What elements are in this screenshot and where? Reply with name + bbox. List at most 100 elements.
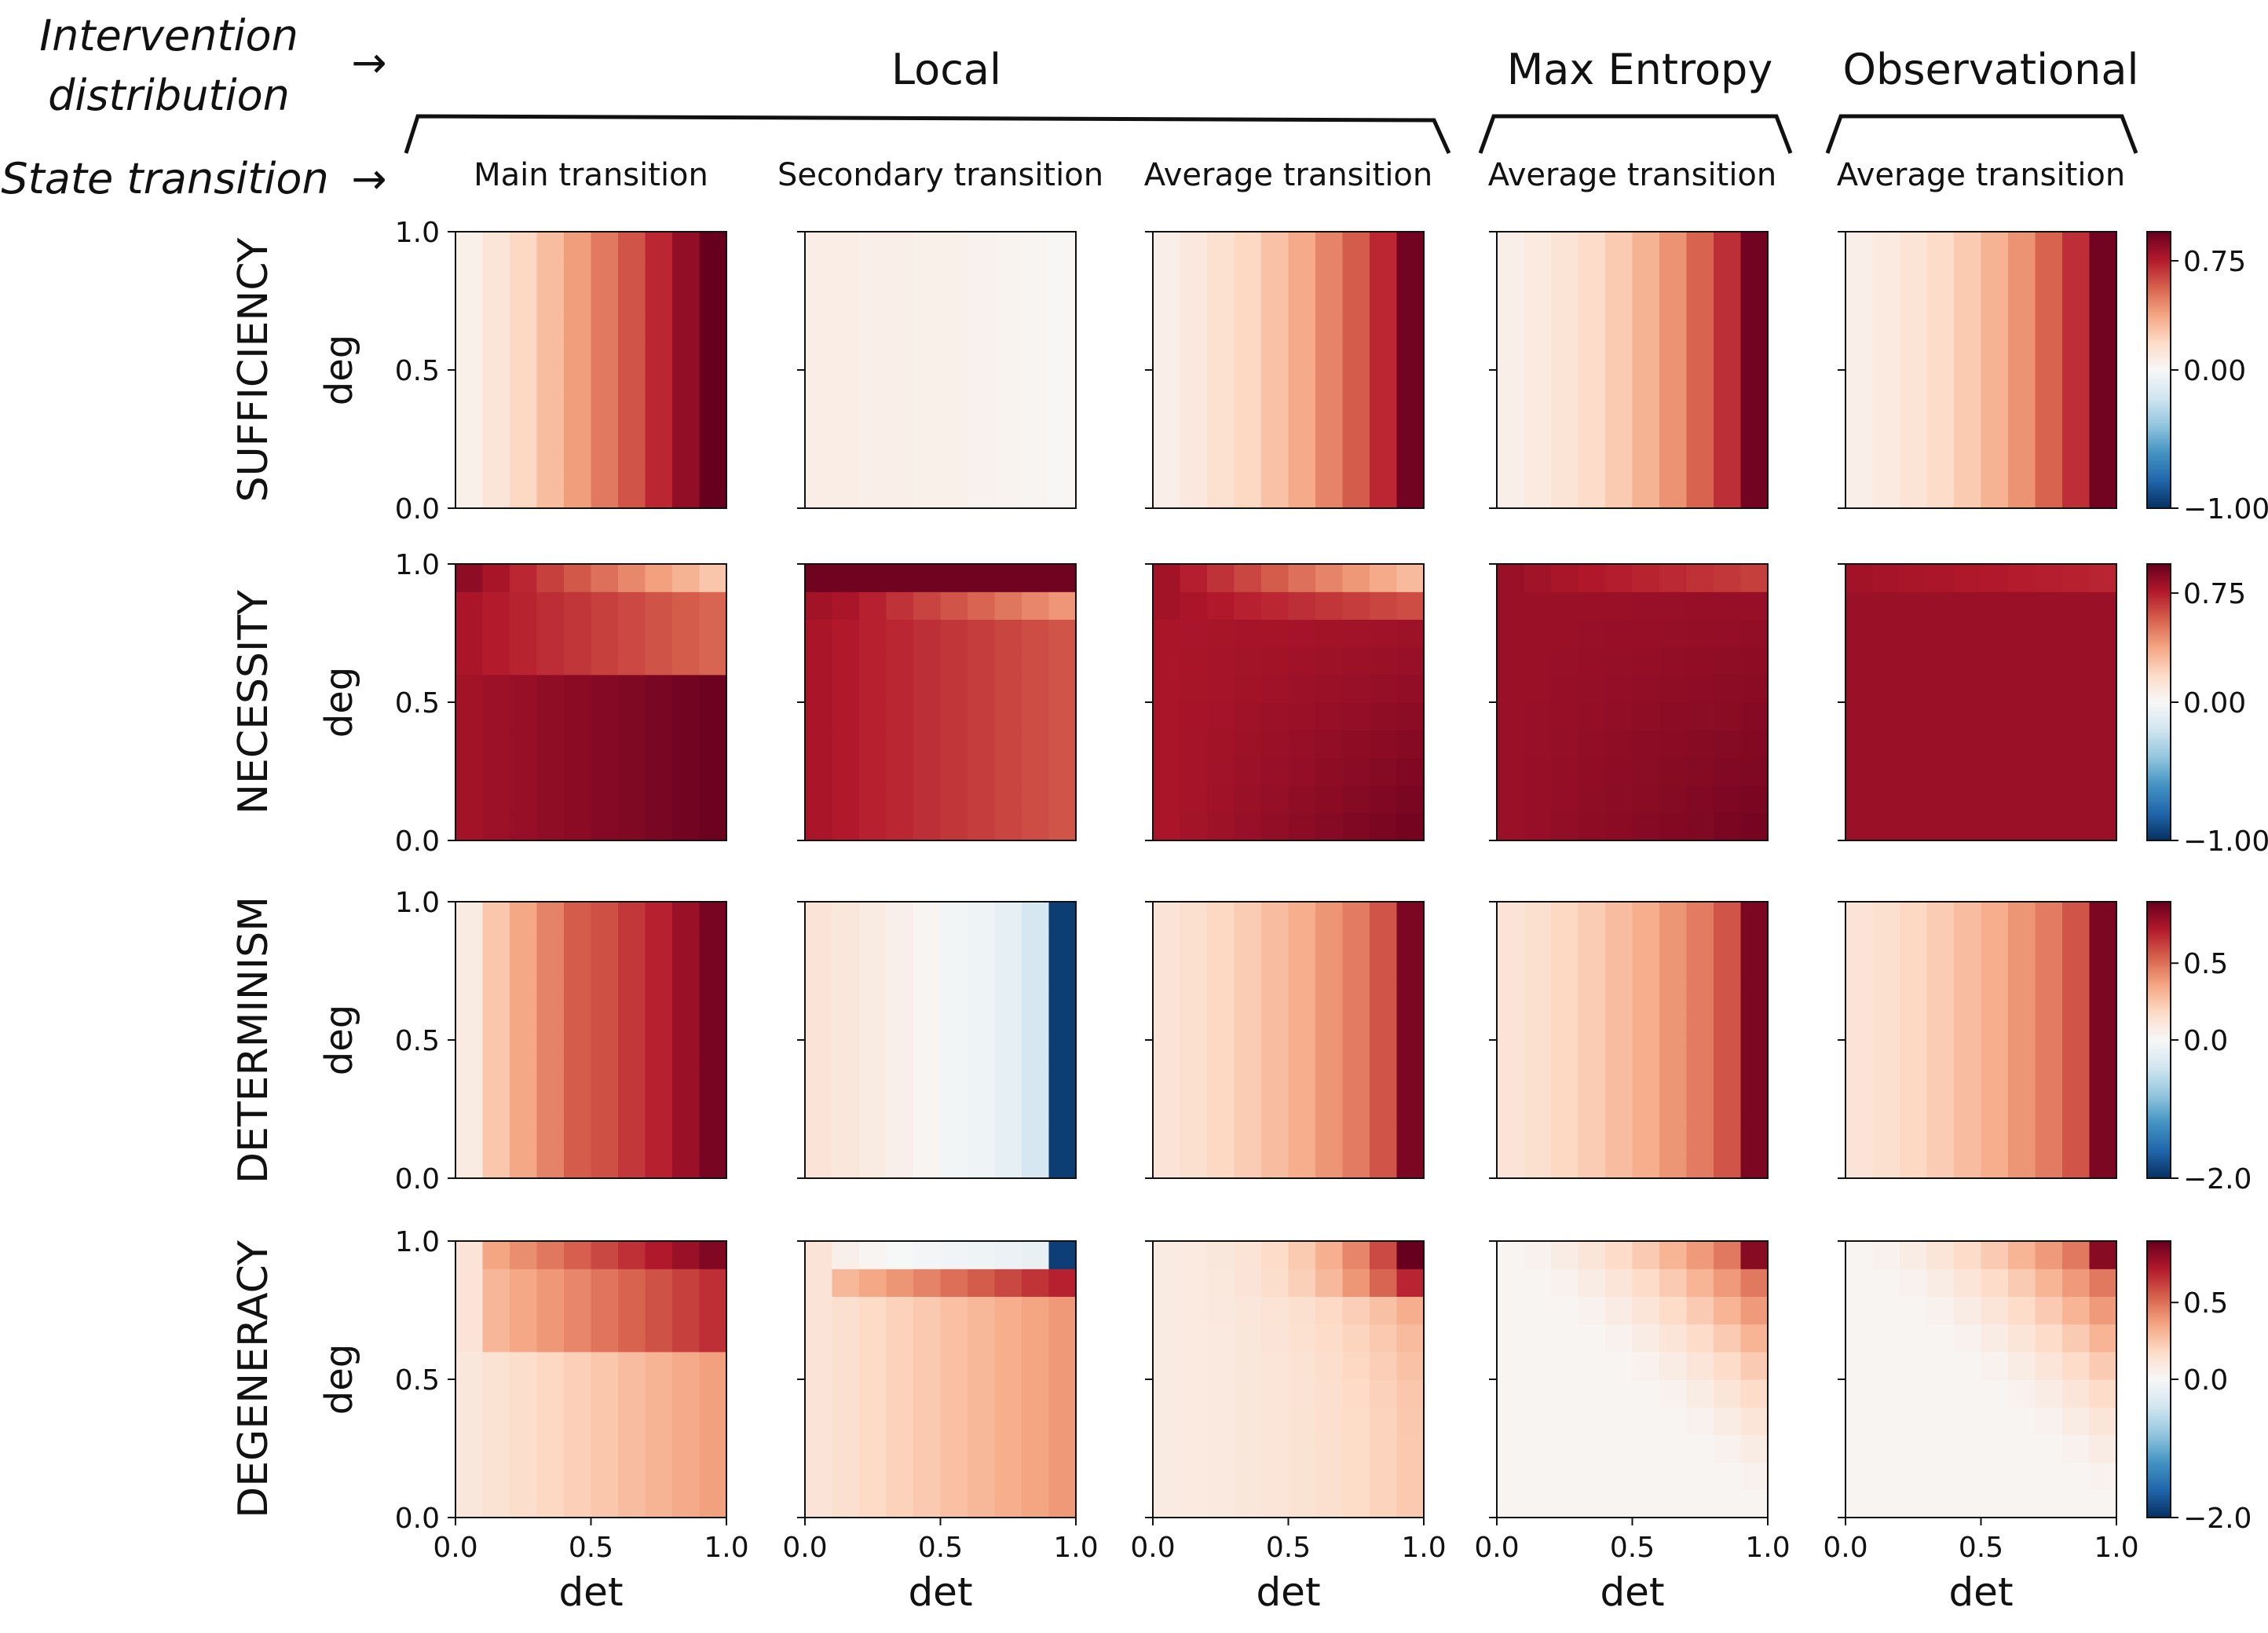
colorbar-segment xyxy=(2147,406,2171,410)
heatmap-cell xyxy=(591,370,619,398)
heatmap-cell xyxy=(859,646,887,676)
colorbar-segment xyxy=(2147,1252,2171,1256)
heatmap-cell xyxy=(1396,1012,1425,1041)
heatmap-cell xyxy=(510,1040,538,1068)
heatmap-cell xyxy=(1551,425,1579,454)
heatmap-cell xyxy=(1714,1012,1742,1041)
heatmap-cell xyxy=(994,730,1022,758)
colorbar-segment xyxy=(2147,925,2171,928)
heatmap-cell xyxy=(1022,232,1050,260)
colorbar-segment xyxy=(2147,485,2171,489)
colorbar-segment xyxy=(2147,1314,2171,1318)
colorbar-segment xyxy=(2147,582,2171,585)
heatmap-cell xyxy=(591,1012,619,1041)
heatmap-cell xyxy=(1551,480,1579,509)
heatmap-cell xyxy=(1396,619,1425,648)
heatmap-cell xyxy=(859,619,887,648)
heatmap-cell xyxy=(1288,1012,1316,1041)
colorbar-segment xyxy=(2147,416,2171,419)
heatmap-cell xyxy=(1872,757,1900,786)
heatmap-cell xyxy=(1153,1324,1181,1353)
colorbar-segment xyxy=(2147,644,2171,648)
heatmap-cell xyxy=(1740,342,1769,371)
heatmap-cell xyxy=(1551,591,1579,620)
y-tick-label: 1.0 xyxy=(395,887,440,919)
x-tick-label: 0.5 xyxy=(918,1532,963,1564)
heatmap-cell xyxy=(1605,730,1633,758)
heatmap-cell xyxy=(1370,902,1398,930)
heatmap-cell xyxy=(1714,1462,1742,1491)
colorbar-segment xyxy=(2147,1492,2171,1496)
heatmap-cell xyxy=(859,1296,887,1325)
heatmap-cell xyxy=(2062,1379,2091,1408)
colorbar-segment xyxy=(2147,1137,2171,1140)
heatmap-cell xyxy=(1954,984,1982,1013)
heatmap-cell xyxy=(1153,674,1181,703)
colorbar-segment xyxy=(2147,1494,2171,1498)
heatmap-cell xyxy=(1551,397,1579,426)
heatmap-cell xyxy=(1632,480,1660,509)
heatmap-cell xyxy=(1605,1095,1633,1124)
heatmap-cell xyxy=(1524,259,1552,287)
heatmap-cell xyxy=(1578,785,1606,814)
colorbar-segment xyxy=(2147,984,2171,988)
heatmap-cell xyxy=(994,984,1022,1013)
heatmap-cell xyxy=(455,1269,484,1297)
colorbar-segment xyxy=(2147,1159,2171,1163)
colorbar-segment xyxy=(2147,693,2171,696)
heatmap-cell xyxy=(1396,674,1425,703)
heatmap-cell xyxy=(1370,785,1398,814)
colorbar-segment xyxy=(2147,654,2171,657)
heatmap-cell xyxy=(805,397,833,426)
heatmap-cell xyxy=(1180,1462,1208,1491)
heatmap-cell xyxy=(1954,1122,1982,1152)
heatmap-cell xyxy=(1342,1407,1370,1435)
heatmap-cell xyxy=(1207,1269,1235,1297)
heatmap-cell xyxy=(1153,1150,1181,1179)
heatmap-cell xyxy=(645,957,673,986)
heatmap-cell xyxy=(1261,1379,1289,1408)
heatmap-cell xyxy=(510,1150,538,1179)
colorbar-segment xyxy=(2147,273,2171,276)
colorbar-segment xyxy=(2147,612,2171,616)
heatmap-cell xyxy=(1578,314,1606,343)
heatmap-cell xyxy=(2062,1067,2091,1096)
heatmap-cell xyxy=(1578,591,1606,620)
heatmap-cell xyxy=(1714,702,1742,730)
heatmap-cell xyxy=(1370,287,1398,316)
heatmap-cell xyxy=(455,425,484,454)
colorbar-segment xyxy=(2147,252,2171,255)
heatmap-cell xyxy=(2035,342,2063,371)
heatmap-cell xyxy=(886,730,914,758)
colorbar-segment xyxy=(2147,236,2171,240)
colorbar-segment xyxy=(2147,247,2171,251)
heatmap-cell xyxy=(994,1095,1022,1124)
heatmap-cell xyxy=(672,1296,701,1325)
heatmap-cell xyxy=(1714,397,1742,426)
colorbar-tick-label: −1.00 xyxy=(2183,493,2268,525)
heatmap-cell xyxy=(1740,1379,1769,1408)
heatmap-cell xyxy=(1288,452,1316,481)
heatmap-cell xyxy=(1659,1040,1688,1068)
heatmap-cell xyxy=(699,730,727,758)
heatmap-cell xyxy=(968,425,996,454)
heatmap-cell xyxy=(913,929,942,957)
heatmap-cell xyxy=(913,232,942,260)
colorbar-segment xyxy=(2147,1409,2171,1412)
heatmap-cell xyxy=(1180,619,1208,648)
heatmap-cell xyxy=(1954,232,1982,260)
colorbar-segment xyxy=(2147,489,2171,493)
heatmap-cell xyxy=(886,1296,914,1325)
heatmap-cell xyxy=(1315,342,1344,371)
heatmap-cell xyxy=(2008,564,2036,592)
heatmap-cell xyxy=(1234,1296,1262,1325)
heatmap-cell xyxy=(1926,730,1955,758)
heatmap-cell xyxy=(1659,646,1688,676)
heatmap-cell xyxy=(1954,1489,1982,1518)
y-tick-label: 0.5 xyxy=(395,1364,440,1397)
heatmap-cell xyxy=(2008,1122,2036,1152)
heatmap-cell xyxy=(645,1296,673,1325)
colorbar-segment xyxy=(2147,434,2171,438)
colorbar-segment xyxy=(2147,1243,2171,1247)
colorbar-segment xyxy=(2147,301,2171,304)
